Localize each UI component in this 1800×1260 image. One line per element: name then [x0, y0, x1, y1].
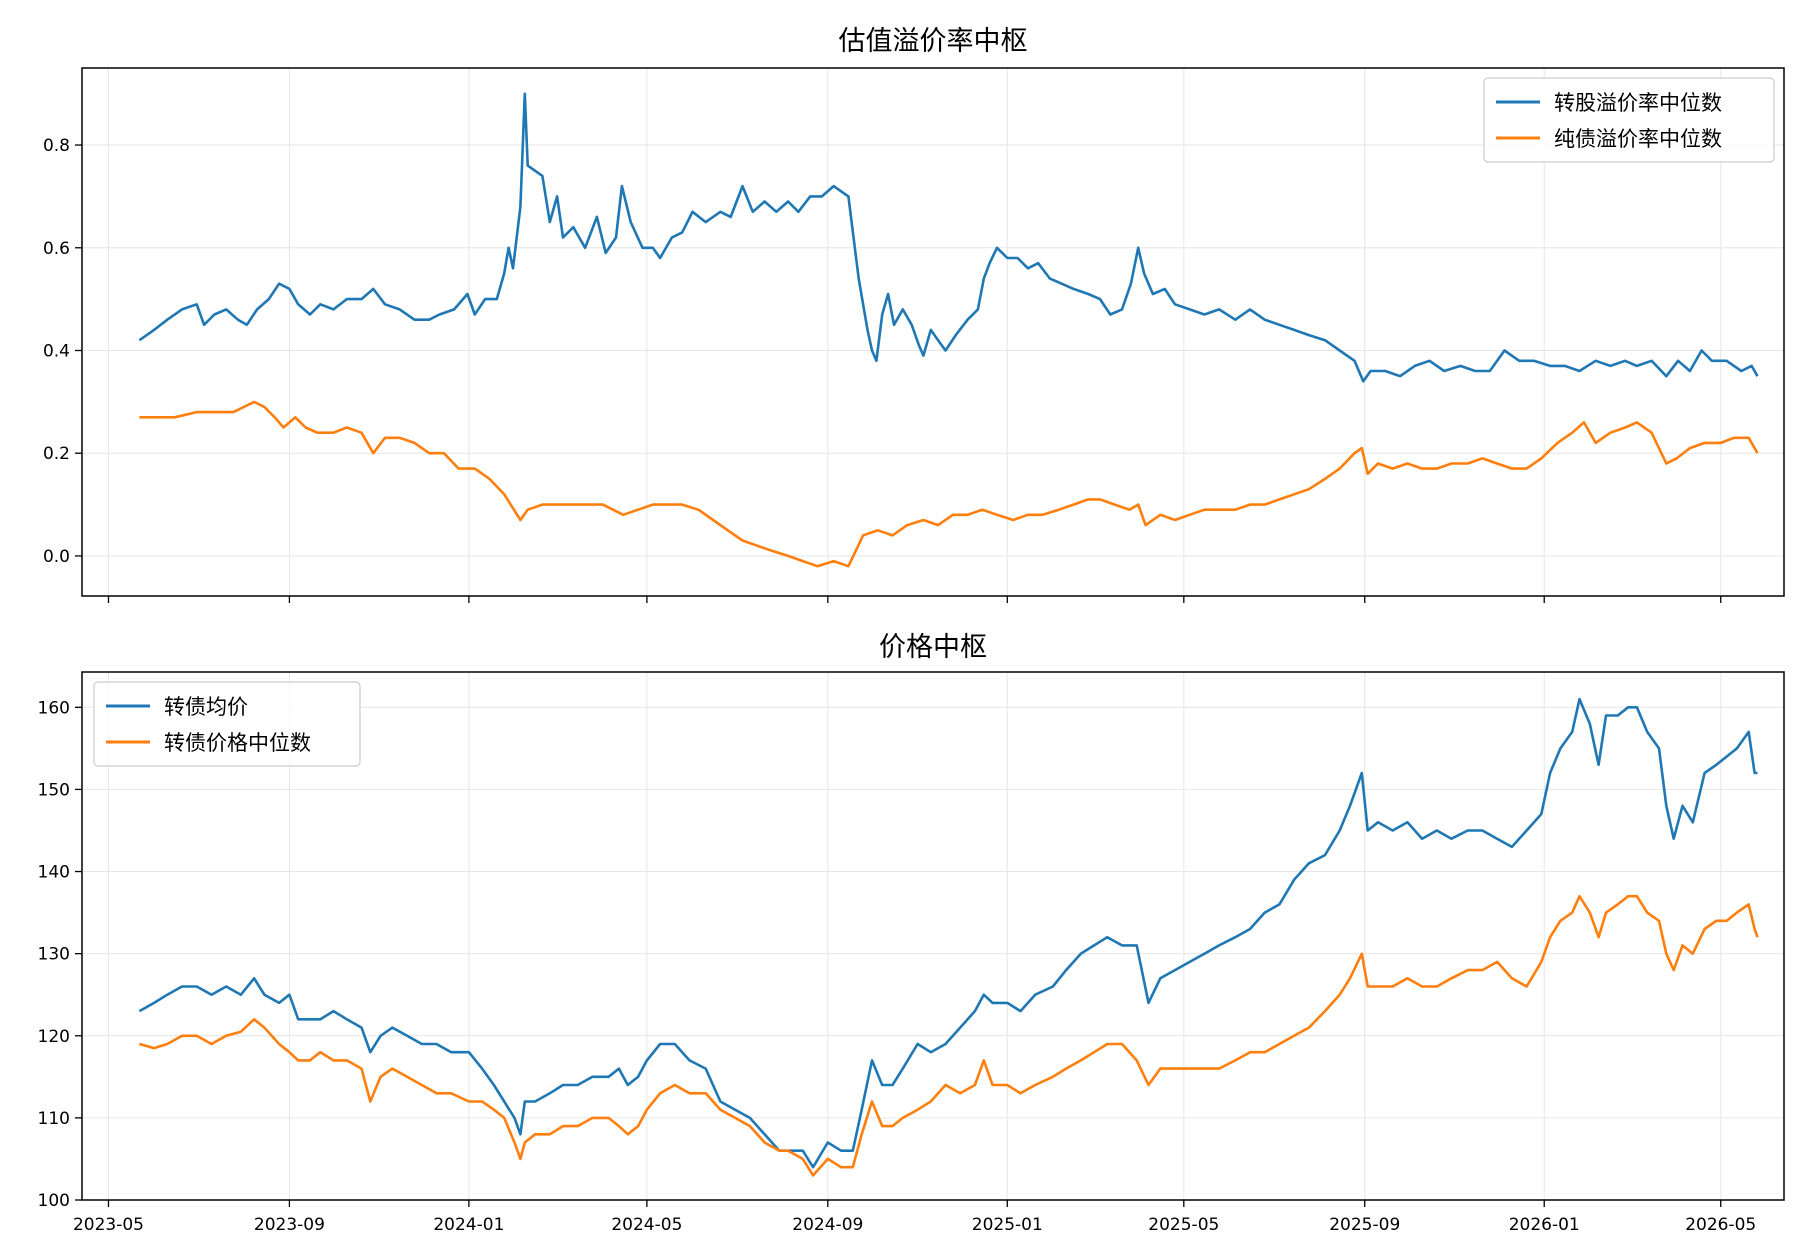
- x-tick-label: 2023-09: [254, 1215, 325, 1235]
- price-legend-box: [93, 681, 361, 767]
- price-legend-label-median: 转债价格中位数: [164, 731, 311, 755]
- price-y-ticks: 100 110 120 130 140 150 160: [38, 698, 82, 1211]
- premium-plot-frame: [81, 67, 1785, 597]
- x-tick-label: 2025-05: [1148, 1215, 1219, 1235]
- y-tick-label: 0.8: [43, 136, 70, 156]
- series-line-0: [138, 92, 1759, 383]
- series-line-1: [139, 894, 1759, 1177]
- series-line-1: [139, 400, 1759, 568]
- y-tick-label: 110: [38, 1109, 70, 1129]
- y-tick-label: 0.0: [43, 547, 70, 567]
- premium-y-ticks: 0.0 0.2 0.4 0.6 0.8: [43, 136, 82, 567]
- y-tick-label: 100: [38, 1191, 70, 1211]
- premium-legend-label-conversion: 转股溢价率中位数: [1554, 91, 1722, 115]
- x-tick-label: 2024-09: [792, 1215, 863, 1235]
- price-legend: 转债均价 转债价格中位数: [93, 681, 361, 767]
- price-chart-title: 价格中枢: [879, 632, 987, 663]
- y-tick-label: 160: [38, 698, 70, 718]
- premium-grid: [82, 68, 1784, 596]
- x-tick-label: 2024-01: [433, 1215, 504, 1235]
- price-panel: 价格中枢 2023-05 2023-09 2024-01 2024-05 2024-09…: [38, 632, 1785, 1235]
- premium-chart-title: 估值溢价率中枢: [839, 26, 1028, 57]
- x-tick-label: 2024-05: [611, 1215, 682, 1235]
- premium-x-ticks: [107, 596, 1722, 603]
- x-tick-label: 2023-05: [73, 1215, 144, 1235]
- y-tick-label: 0.4: [43, 341, 70, 361]
- y-tick-label: 150: [38, 780, 70, 800]
- premium-rate-panel: 估值溢价率中枢 0.0 0.2 0.4 0.6 0.8 转股溢价率中位数 纯债溢价率中位…: [43, 26, 1785, 603]
- premium-lines: [138, 92, 1759, 568]
- y-tick-label: 0.2: [43, 444, 70, 464]
- y-tick-label: 140: [38, 863, 70, 883]
- premium-legend: 转股溢价率中位数 纯债溢价率中位数: [1483, 77, 1775, 163]
- y-tick-label: 0.6: [43, 239, 70, 259]
- price-x-ticks: 2023-05 2023-09 2024-01 2024-05 2024-09 2025-…: [73, 1200, 1756, 1235]
- y-tick-label: 120: [38, 1027, 70, 1047]
- y-tick-label: 130: [38, 945, 70, 965]
- x-tick-label: 2026-01: [1509, 1215, 1580, 1235]
- price-lines: [138, 697, 1759, 1177]
- price-legend-label-average: 转债均价: [164, 695, 248, 719]
- x-tick-label: 2026-05: [1685, 1215, 1756, 1235]
- x-tick-label: 2025-09: [1329, 1215, 1400, 1235]
- series-line-0: [138, 697, 1758, 1169]
- premium-legend-label-bond: 纯债溢价率中位数: [1554, 127, 1722, 151]
- x-tick-label: 2025-01: [972, 1215, 1043, 1235]
- premium-legend-box: [1483, 77, 1775, 163]
- price-plot-frame: [81, 671, 1785, 1201]
